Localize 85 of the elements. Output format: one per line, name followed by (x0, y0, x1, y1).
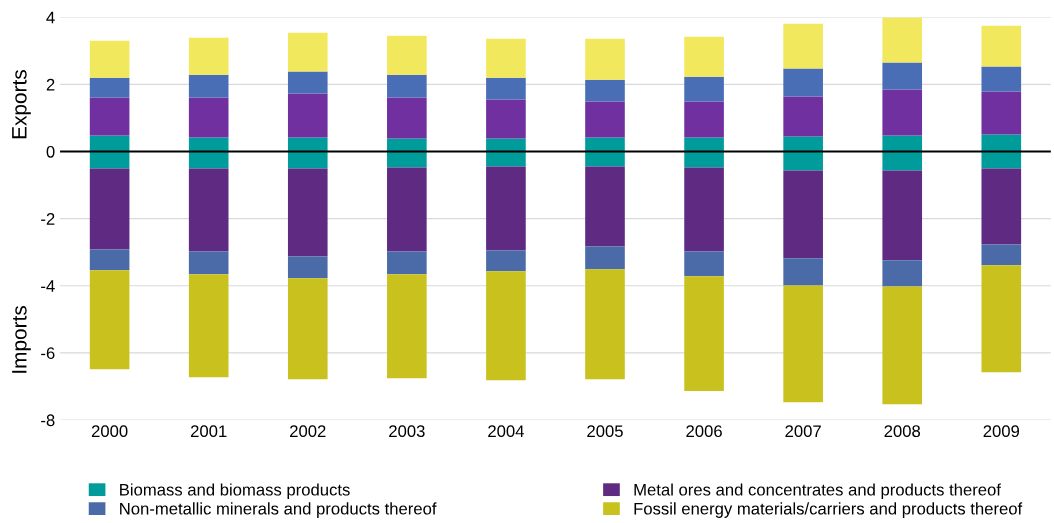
bar (684, 36, 724, 77)
bar (882, 151, 923, 171)
bar (783, 170, 823, 259)
y-tick-label: 2 (46, 78, 55, 91)
legend-label: Metal ores and concentrates and products thereof (634, 483, 1001, 499)
y-tick-label: -4 (41, 280, 55, 292)
bar (981, 168, 1022, 245)
bar (882, 286, 923, 405)
bar (287, 168, 328, 257)
bar (287, 32, 328, 72)
bar (684, 101, 724, 138)
bar (188, 274, 229, 378)
text: Exports (12, 70, 31, 139)
bar (387, 35, 427, 75)
bar (89, 97, 130, 136)
bar (188, 251, 229, 275)
bar (89, 249, 130, 271)
x-tick-label: 2004 (488, 425, 524, 438)
bar (287, 278, 328, 380)
x-tick-label: 2008 (884, 425, 921, 438)
x-tick-label: 2007 (785, 425, 821, 438)
bar (89, 168, 130, 250)
y-tick-label: 4 (46, 11, 55, 24)
bar (882, 17, 923, 63)
bar (387, 251, 427, 275)
bar (287, 71, 328, 94)
x-tick-label: 2001 (190, 425, 227, 438)
bar (684, 167, 724, 252)
bar (486, 77, 526, 100)
bar (89, 77, 130, 98)
x-tick-label: 2003 (389, 425, 425, 438)
bar (981, 66, 1022, 92)
legend-label: Fossil energy materials/carriers and products thereof (634, 502, 1023, 518)
bar (783, 68, 823, 97)
y-tick-label: 0 (46, 145, 55, 158)
bar (486, 271, 526, 381)
bar (188, 97, 229, 138)
bar (981, 265, 1022, 373)
bar (783, 285, 823, 403)
bar (486, 99, 526, 139)
x-tick-label: 2009 (983, 425, 1020, 438)
bar (387, 97, 427, 139)
text: Imports (12, 305, 31, 373)
x-tick-label: 2006 (686, 425, 722, 438)
x-tick-label: 2000 (91, 425, 128, 438)
bar (882, 89, 923, 136)
bar (684, 76, 724, 102)
x-tick-label: 2005 (587, 425, 623, 438)
bar (882, 260, 923, 287)
bar (188, 168, 229, 252)
y-tick-label: -8 (41, 414, 55, 427)
bar (684, 251, 724, 277)
y-tick-label: -2 (41, 213, 55, 225)
bar (783, 23, 823, 69)
bar (585, 38, 625, 80)
bar (387, 167, 427, 252)
bar (486, 166, 526, 251)
bar (287, 93, 328, 138)
bar (684, 276, 724, 392)
bar (585, 101, 625, 138)
bar (486, 38, 526, 78)
bar (981, 91, 1022, 135)
bar (387, 274, 427, 379)
bar (585, 269, 625, 380)
bar (882, 62, 923, 90)
y-tick-label: -6 (41, 347, 55, 360)
bar (585, 246, 625, 270)
bar (981, 244, 1022, 266)
bar (89, 270, 130, 370)
x-tick-label: 2002 (290, 425, 326, 438)
bar (981, 25, 1022, 67)
bar (783, 258, 823, 286)
bar (387, 74, 427, 98)
bar (188, 74, 229, 98)
bar (585, 166, 625, 247)
legend-label: Non-metallic minerals and products thereof (120, 502, 437, 518)
bar (783, 96, 823, 137)
bar (89, 40, 130, 78)
bar (287, 256, 328, 279)
bar (783, 151, 823, 171)
bar (188, 37, 229, 75)
bar (882, 170, 923, 261)
bar (486, 250, 526, 272)
legend-label: Biomass and biomass products (120, 483, 350, 499)
bar (585, 79, 625, 102)
